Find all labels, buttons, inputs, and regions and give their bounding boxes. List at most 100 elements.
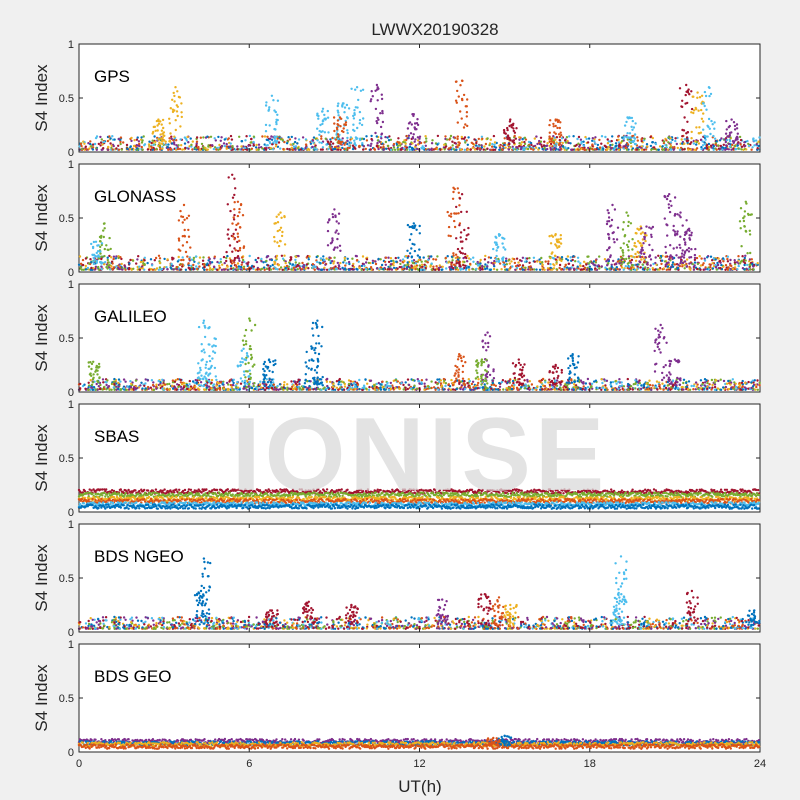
data-point	[223, 261, 226, 265]
data-point	[249, 141, 252, 144]
data-point	[463, 228, 466, 232]
data-point	[687, 227, 691, 230]
data-point	[558, 258, 561, 261]
data-point	[495, 268, 499, 271]
panel-label: GLONASS	[94, 187, 176, 206]
data-point	[344, 121, 348, 124]
data-point	[627, 261, 631, 264]
data-point	[289, 262, 292, 265]
data-point	[212, 384, 215, 387]
data-point	[618, 378, 621, 381]
data-point	[564, 141, 568, 144]
data-point	[248, 134, 252, 138]
data-point	[553, 131, 556, 134]
data-point	[515, 127, 518, 130]
data-point	[382, 268, 385, 271]
data-point	[137, 255, 140, 258]
data-point	[686, 139, 690, 142]
data-point	[518, 136, 521, 139]
data-point	[724, 138, 727, 141]
data-point	[519, 267, 522, 271]
data-point	[119, 142, 122, 146]
data-point	[570, 148, 573, 151]
data-point	[708, 146, 711, 149]
data-point	[684, 243, 687, 246]
data-point	[535, 268, 538, 271]
data-point	[344, 123, 348, 127]
data-point	[353, 112, 356, 115]
data-point	[508, 268, 511, 271]
data-point	[426, 261, 429, 264]
data-point	[666, 265, 670, 268]
data-point	[200, 142, 204, 146]
data-point	[753, 144, 756, 147]
data-point	[402, 265, 405, 268]
data-point	[223, 268, 226, 271]
data-point	[706, 381, 709, 385]
data-point	[506, 126, 509, 130]
data-point	[700, 117, 704, 121]
data-point	[158, 141, 161, 144]
data-point	[464, 141, 467, 144]
data-point	[709, 132, 712, 136]
data-point	[185, 139, 188, 142]
data-point	[685, 219, 688, 222]
data-point	[217, 135, 220, 139]
data-point	[654, 268, 657, 271]
data-point	[507, 259, 510, 262]
data-point	[187, 228, 190, 232]
data-point	[746, 212, 750, 216]
data-point	[346, 136, 349, 140]
data-point	[170, 267, 173, 270]
data-point	[616, 267, 619, 271]
data-point	[396, 148, 400, 151]
data-point	[748, 229, 751, 232]
data-point	[233, 238, 236, 241]
data-point	[260, 257, 263, 261]
data-point	[236, 235, 240, 238]
data-point	[700, 147, 703, 151]
data-point	[700, 146, 703, 149]
data-point	[184, 268, 188, 271]
data-point	[606, 248, 609, 252]
data-point	[254, 258, 257, 262]
data-point	[92, 143, 95, 146]
data-point	[517, 261, 520, 264]
data-point	[631, 264, 634, 267]
data-point	[262, 261, 265, 264]
data-point	[423, 263, 426, 266]
data-point	[168, 122, 171, 125]
data-point	[87, 262, 91, 265]
data-point	[107, 248, 110, 252]
data-point	[154, 140, 157, 144]
data-point	[183, 218, 186, 221]
data-point	[414, 224, 417, 227]
data-point	[645, 225, 648, 228]
data-point	[448, 266, 451, 269]
data-point	[456, 255, 459, 259]
data-point	[196, 267, 199, 271]
data-point	[290, 380, 293, 383]
data-point	[201, 259, 205, 262]
data-point	[146, 261, 149, 265]
data-point	[699, 264, 703, 267]
data-point	[495, 249, 498, 252]
data-point	[643, 260, 646, 263]
data-point	[451, 197, 455, 200]
data-point	[582, 260, 586, 263]
data-point	[432, 265, 435, 268]
data-point	[504, 248, 507, 251]
data-point	[751, 146, 754, 149]
data-point	[408, 238, 412, 241]
data-point	[218, 264, 221, 267]
data-point	[293, 268, 297, 271]
data-point	[90, 145, 93, 148]
data-point	[739, 143, 742, 146]
data-point	[713, 381, 716, 384]
data-point	[294, 258, 297, 262]
data-point	[404, 145, 407, 148]
data-point	[379, 125, 383, 129]
data-point	[112, 255, 116, 258]
data-point	[530, 147, 533, 150]
data-point	[227, 176, 230, 179]
